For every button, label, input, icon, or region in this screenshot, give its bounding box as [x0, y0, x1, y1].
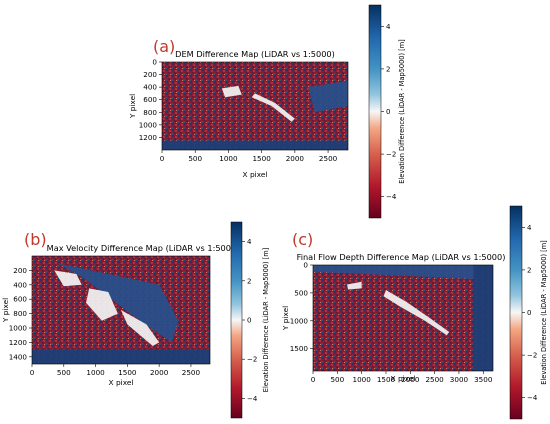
x-tick-label: 1000 [219, 154, 238, 163]
y-tick-label: 1000 [9, 324, 28, 333]
x-tick-label: 1500 [252, 154, 271, 163]
heatmap-band [32, 349, 210, 364]
colorbar [368, 4, 382, 219]
heatmap-region-nodata [221, 85, 242, 98]
colorbar [509, 205, 523, 420]
heatmap-image [313, 265, 493, 371]
chart-title: Max Velocity Difference Map (LiDAR vs 1:… [47, 243, 240, 253]
heatmap-region-nodata [347, 281, 362, 290]
colorbar-tick-label: −4 [386, 193, 397, 201]
x-tick-label: 2500 [425, 375, 444, 384]
colorbar-tick-label: −2 [247, 356, 257, 364]
heatmap-region-positive [57, 263, 179, 343]
colorbar-tick-label: 4 [527, 224, 532, 232]
colorbar-tick-label: 4 [386, 23, 391, 31]
colorbar-tick-label: 2 [247, 277, 251, 285]
x-tick-label: 2500 [319, 154, 338, 163]
panel-letter: (c) [292, 230, 313, 249]
y-tick-label: 1200 [139, 133, 158, 142]
x-tick-label: 3500 [474, 375, 493, 384]
colorbar-label: Elevation Difference (LiDAR - Map5000) [… [398, 39, 406, 183]
y-tick-label: 200 [13, 266, 27, 275]
y-tick-label: 800 [143, 108, 157, 117]
chart-title: DEM Difference Map (LiDAR vs 1:5000) [175, 49, 335, 59]
y-axis-label: Y pixel [1, 298, 10, 323]
x-tick-label: 3000 [450, 375, 469, 384]
heatmap-region-nodata [383, 290, 450, 336]
x-tick-label: 2000 [150, 368, 169, 377]
x-tick-label: 0 [311, 375, 316, 384]
x-tick-label: 1000 [353, 375, 372, 384]
colorbar-tick-label: −2 [386, 151, 396, 159]
heatmap-band [162, 140, 348, 150]
colorbar [230, 221, 243, 419]
y-tick-label: 0 [152, 58, 157, 67]
heatmap-region-positive [308, 80, 348, 113]
y-tick-label: 1000 [290, 316, 309, 325]
y-axis-label: Y pixel [128, 94, 137, 119]
heatmap-region-positive [313, 265, 474, 279]
y-tick-label: 500 [294, 288, 308, 297]
x-tick-label: 2000 [401, 375, 420, 384]
heatmap-region-nodata [121, 310, 160, 346]
colorbar-tick-label: 2 [386, 65, 390, 73]
y-tick-label: 1200 [9, 338, 28, 347]
x-tick-label: 500 [330, 375, 344, 384]
y-tick-label: 0 [303, 261, 308, 270]
panel-letter: (a) [153, 37, 175, 56]
panel-1: (a) DEM Difference Map (LiDAR vs 1:5000) 0… [128, 4, 406, 219]
y-tick-label: 400 [13, 280, 27, 289]
colorbar-label: Elevation Difference (LiDAR - Map5000) [… [540, 240, 548, 384]
colorbar-label: Elevation Difference (LiDAR - Map5000) [… [262, 248, 270, 392]
y-axis-label: Y pixel [281, 306, 290, 331]
heatmap-region-nodata [86, 288, 118, 321]
y-tick-label: 1500 [290, 344, 309, 353]
heatmap-region-nodata [54, 270, 82, 287]
y-tick-label: 800 [13, 309, 27, 318]
x-tick-label: 0 [160, 154, 165, 163]
colorbar-tick-label: −4 [527, 394, 538, 402]
plot-frame [31, 255, 211, 365]
plot-frame [161, 61, 349, 151]
y-tick-label: 600 [143, 95, 157, 104]
panel-2: (b) Max Velocity Difference Map (LiDAR vs… [1, 221, 270, 419]
x-tick-label: 2500 [182, 368, 201, 377]
x-axis-label: X pixel [243, 170, 268, 179]
colorbar-tick-label: 0 [527, 309, 531, 317]
y-tick-label: 600 [13, 295, 27, 304]
colorbar-tick-label: −4 [247, 395, 258, 403]
colorbar-tick-label: 0 [247, 317, 251, 325]
panel-letter: (b) [24, 230, 47, 249]
x-tick-label: 500 [188, 154, 202, 163]
x-tick-label: 500 [57, 368, 71, 377]
y-tick-label: 1400 [9, 352, 28, 361]
colorbar-tick-label: 0 [386, 108, 390, 116]
x-axis-label: X pixel [109, 378, 134, 387]
x-tick-label: 1500 [118, 368, 137, 377]
colorbar-tick-label: 2 [527, 266, 531, 274]
colorbar-tick-label: −2 [527, 352, 537, 360]
y-tick-label: 400 [143, 83, 157, 92]
x-tick-label: 1500 [377, 375, 396, 384]
y-tick-label: 1000 [139, 120, 158, 129]
plot-frame [312, 264, 494, 372]
chart-title: Final Flow Depth Difference Map (LiDAR v… [297, 252, 506, 262]
x-tick-label: 2000 [286, 154, 305, 163]
x-axis-label: X pixel [391, 374, 416, 383]
heatmap-region-nodata [251, 93, 295, 122]
heatmap-band [473, 265, 493, 371]
x-tick-label: 0 [30, 368, 35, 377]
colorbar-tick-label: 4 [247, 238, 252, 246]
x-tick-label: 1000 [86, 368, 105, 377]
panel-3: (c) Final Flow Depth Difference Map (LiDA… [281, 205, 548, 420]
y-tick-label: 200 [143, 70, 157, 79]
